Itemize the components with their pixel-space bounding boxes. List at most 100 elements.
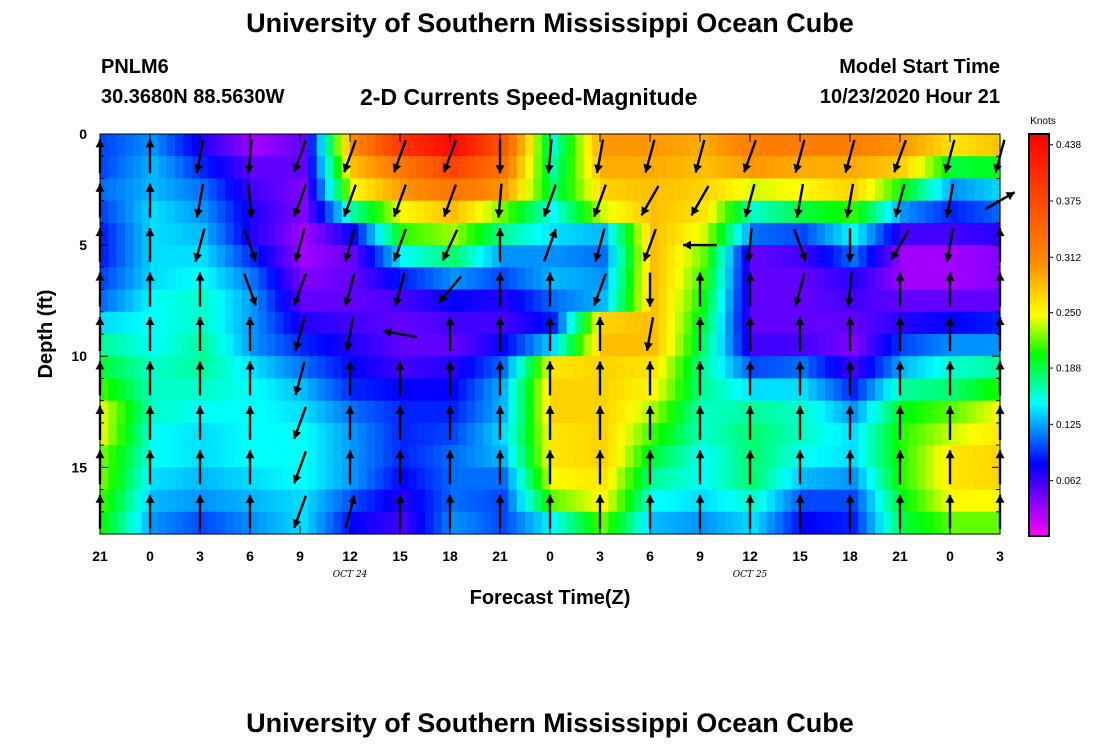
heat-cell <box>566 356 576 380</box>
station-id: PNLM6 <box>101 56 169 78</box>
current-arrow <box>445 361 455 396</box>
heat-cell <box>808 445 818 468</box>
heat-cell <box>941 267 951 291</box>
heat-cell <box>616 178 626 202</box>
heat-cell <box>775 378 784 402</box>
heat-cell <box>566 156 576 180</box>
heat-cell <box>858 156 868 180</box>
arrow-head <box>345 450 355 459</box>
current-arrow <box>795 494 805 529</box>
heat-cell <box>550 267 559 291</box>
heat-cell <box>825 422 834 446</box>
heat-cell <box>641 178 651 202</box>
heat-cell <box>641 356 651 380</box>
heat-cell <box>391 422 401 446</box>
heat-cell <box>708 134 718 157</box>
heat-cell <box>741 334 751 357</box>
heat-cell <box>408 422 418 446</box>
heat-cell <box>991 467 1001 491</box>
heat-cell <box>783 489 793 513</box>
heat-cell <box>408 222 418 246</box>
heat-cell <box>675 289 684 313</box>
heat-cell <box>216 222 226 246</box>
heat-cell <box>425 267 434 291</box>
current-arrow <box>892 139 907 173</box>
heat-cell <box>133 178 143 202</box>
heat-cell <box>458 334 468 357</box>
heat-cell <box>708 511 718 535</box>
heat-cell <box>408 156 418 180</box>
current-arrow <box>145 450 155 485</box>
arrow-head <box>693 163 702 173</box>
heat-cell <box>633 489 643 513</box>
arrow-head <box>745 405 755 414</box>
heat-cell <box>216 289 226 313</box>
current-arrow <box>438 275 462 304</box>
heat-cell <box>900 400 909 424</box>
heat-cell <box>316 134 326 157</box>
heat-cell <box>733 245 743 268</box>
heat-cell <box>758 156 768 180</box>
heat-cell <box>758 134 768 157</box>
heat-cell <box>691 378 701 402</box>
heat-cell <box>933 134 943 157</box>
heat-cell <box>516 356 526 380</box>
arrow-head <box>545 317 555 325</box>
heat-cell <box>150 178 159 202</box>
heat-cell <box>991 222 1001 246</box>
heat-cell <box>483 489 493 513</box>
heat-cell <box>950 511 959 535</box>
arrow-head <box>945 272 955 281</box>
heat-cell <box>150 334 159 357</box>
heat-cell <box>900 156 909 180</box>
arrow-head <box>245 450 255 459</box>
heat-cell <box>333 400 343 424</box>
current-arrow <box>645 405 655 440</box>
heat-cell <box>391 489 401 513</box>
heat-cell <box>616 245 626 268</box>
page-title: University of Southern Mississippi Ocean… <box>246 8 854 38</box>
heat-cell <box>441 422 451 446</box>
heat-cell <box>258 467 268 491</box>
heat-cell <box>100 334 109 357</box>
heat-cell <box>341 222 351 246</box>
heat-cell <box>333 356 343 380</box>
heat-cell <box>925 178 934 202</box>
heat-cell <box>441 356 451 380</box>
heat-cell <box>766 134 776 157</box>
heat-cell <box>408 267 418 291</box>
heat-cell <box>658 400 668 424</box>
heat-cell <box>758 422 768 446</box>
current-arrow <box>545 405 555 440</box>
heat-cell <box>500 400 509 424</box>
heat-cell <box>825 356 834 380</box>
heat-cell <box>641 422 651 446</box>
heat-cell <box>750 356 759 380</box>
current-arrow <box>245 450 255 485</box>
heat-cell <box>433 311 443 335</box>
heat-cell <box>958 489 968 513</box>
heat-cell <box>616 445 626 468</box>
heat-cell <box>425 134 434 157</box>
heat-cell <box>383 289 393 313</box>
heat-cell <box>800 489 809 513</box>
arrow-head <box>292 163 302 173</box>
heat-cell <box>341 267 351 291</box>
heat-cell <box>266 311 276 335</box>
heat-cell <box>583 422 593 446</box>
heat-cell <box>333 289 343 313</box>
current-arrow <box>343 228 356 262</box>
heat-cell <box>225 311 234 335</box>
heat-cell <box>908 289 918 313</box>
arrow-head <box>545 494 555 503</box>
heat-cell <box>283 467 293 491</box>
heat-cell <box>116 267 126 291</box>
heat-cell <box>991 245 1001 268</box>
heat-cell <box>266 445 276 468</box>
current-arrow <box>795 361 805 396</box>
heat-cell <box>358 178 368 202</box>
heat-cell <box>700 178 709 202</box>
current-arrow <box>945 405 955 440</box>
heat-cell <box>658 134 668 157</box>
heat-cell <box>475 356 484 380</box>
